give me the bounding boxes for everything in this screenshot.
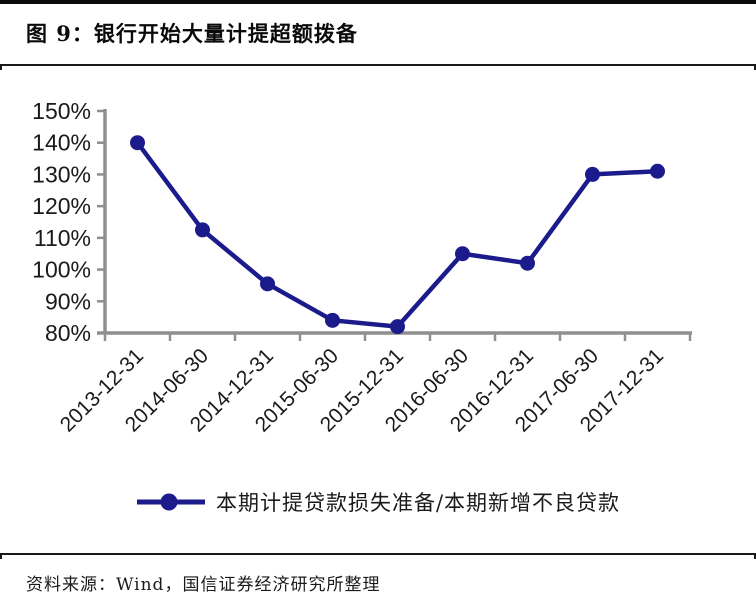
source-note: 资料来源：Wind，国信证券经济研究所整理 <box>26 574 381 595</box>
y-axis-label: 120% <box>32 193 91 219</box>
line-chart: 80%90%100%110%120%130%140%150%2013-12-31… <box>32 98 692 436</box>
data-point <box>520 255 535 271</box>
chart-legend: 本期计提贷款损失准备/本期新增不良贷款 <box>0 486 756 518</box>
data-point <box>455 245 470 261</box>
data-point <box>130 134 145 150</box>
figure-title: 图 9：银行开始大量计提超额拨备 <box>26 21 358 46</box>
source-divider-rule <box>0 552 756 559</box>
y-axis-label: 150% <box>32 98 91 124</box>
data-point <box>260 275 275 291</box>
data-point <box>390 318 405 334</box>
legend-line-marker-icon <box>136 493 205 510</box>
y-axis-label: 80% <box>45 320 91 346</box>
data-line <box>135 139 660 329</box>
y-axis-label: 130% <box>32 161 91 187</box>
y-axis-label: 90% <box>45 288 91 314</box>
legend-series-label: 本期计提贷款损失准备/本期新增不良贷款 <box>215 490 621 515</box>
y-axis-label: 110% <box>34 224 91 250</box>
y-axis-label: 100% <box>32 256 91 282</box>
y-axis-label: 140% <box>32 129 91 155</box>
top-border-rule <box>0 0 756 4</box>
data-point <box>585 166 600 182</box>
data-point <box>650 163 665 179</box>
data-point <box>195 221 210 237</box>
title-divider-rule <box>0 64 756 69</box>
data-point <box>325 312 340 328</box>
